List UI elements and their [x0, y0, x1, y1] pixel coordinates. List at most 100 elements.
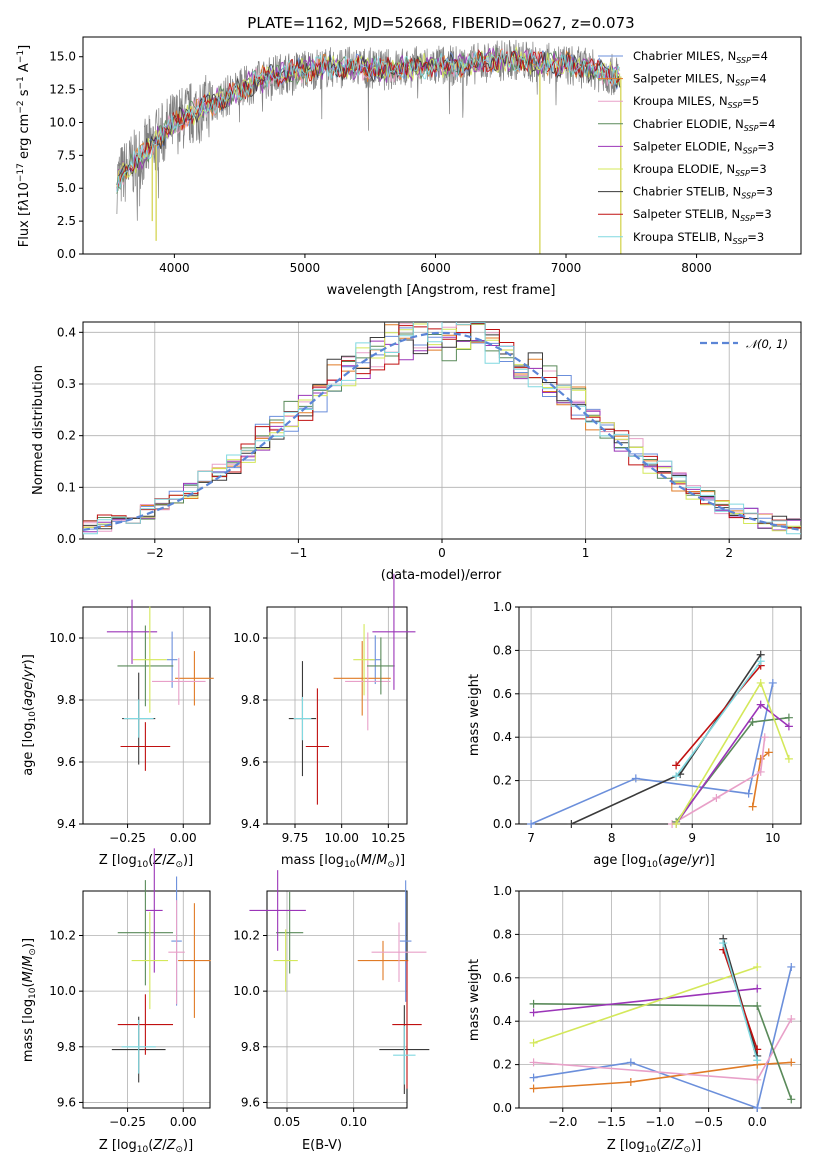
y-tick-label: 1.0 — [493, 600, 512, 614]
weight-marker — [756, 754, 765, 763]
y-tick-label: 0.1 — [57, 480, 76, 494]
y-tick-label: 0.0 — [57, 247, 76, 261]
weight-series-8 — [672, 657, 765, 781]
weight-z-marker — [753, 1075, 762, 1084]
weight-marker — [672, 820, 681, 828]
x-tick-label: 0.05 — [274, 1115, 301, 1129]
x-tick-label: 10.00 — [324, 831, 358, 845]
y-tick-label: 0.2 — [493, 774, 512, 788]
axes-frame — [266, 890, 408, 1109]
weight-age-ylabel: mass weight — [467, 674, 482, 756]
weight-age-panel: age [log10(age/yr)] mass weight 7 8 9 10 0.0… — [467, 600, 802, 870]
axes-frame — [518, 890, 802, 1109]
weight-z-marker — [529, 1084, 538, 1093]
x-tick-label: 0.0 — [748, 1115, 767, 1129]
y-tick-label: 0.0 — [57, 532, 76, 546]
weight-z-series-0 — [529, 962, 796, 1112]
mass-ebv-xlabel: E(B-V) — [302, 1138, 342, 1153]
data-point-7 — [117, 994, 174, 1055]
weight-z-xlabel: Z [log10(Z/Z⊙)] — [607, 1138, 701, 1155]
y-tick-label: 9.6 — [57, 755, 76, 769]
weight-marker — [756, 657, 765, 666]
weight-line — [675, 703, 790, 825]
weight-z-marker — [753, 1104, 762, 1112]
weight-z-series-4 — [529, 984, 762, 1017]
y-tick-label: 9.6 — [241, 755, 260, 769]
weight-marker — [760, 733, 769, 742]
y-tick-label: 0.2 — [493, 1058, 512, 1072]
x-tick-label: 2 — [725, 546, 733, 560]
x-tick-label: 0 — [438, 546, 446, 560]
y-tick-label: 9.8 — [241, 693, 260, 707]
x-tick-label: −1.5 — [597, 1115, 626, 1129]
axes-frame — [266, 606, 408, 825]
data-point-1 — [178, 903, 211, 1018]
y-tick-label: 9.6 — [241, 1095, 260, 1109]
weight-z-marker — [626, 1058, 635, 1067]
data-point-5 — [273, 929, 298, 992]
weight-marker — [748, 718, 757, 727]
y-tick-label: 10.0 — [233, 984, 260, 998]
data-point-4 — [249, 870, 306, 951]
weight-z-series-1 — [529, 1058, 796, 1093]
mass-metallicity-panel: Z [log10(Z/Z⊙)] mass [log10(M/M⊙)] −0.25… — [21, 848, 211, 1155]
weight-z-marker — [787, 1015, 796, 1024]
axes-frame — [82, 890, 211, 1109]
y-tick-label: 0.6 — [493, 971, 512, 985]
x-tick-label: −0.25 — [109, 831, 146, 845]
y-tick-label: 10.0 — [49, 631, 76, 645]
histogram-plot-area — [83, 322, 801, 535]
y-tick-label: 0.4 — [493, 1014, 512, 1028]
data-point-8 — [121, 1019, 156, 1074]
age-metallicity-panel: Z [log10(Z/Z⊙)] age [log10(age/yr)] −0.2… — [21, 599, 214, 870]
spectrum-ylabel: Flux [fλ10−17 erg cm−2 s−1 A−1] — [16, 45, 32, 247]
weight-series-0 — [527, 678, 777, 828]
weight-z-marker — [753, 984, 762, 993]
x-tick-label: 8000 — [681, 261, 712, 275]
data-point-2 — [345, 632, 391, 731]
weight-z-line — [533, 1061, 792, 1090]
histogram-ylabel: Normed distribution — [31, 365, 46, 495]
weight-age-xlabel: age [log10(age/yr)] — [593, 853, 715, 870]
data-point-2 — [168, 900, 185, 1005]
weight-z-marker — [719, 939, 728, 948]
y-tick-label: 9.8 — [57, 1040, 76, 1054]
weight-z-marker — [529, 1073, 538, 1082]
data-point-7 — [305, 688, 330, 805]
x-tick-label: −2.0 — [548, 1115, 577, 1129]
y-tick-label: 1.0 — [493, 884, 512, 898]
normal-curve — [83, 331, 801, 531]
y-tick-label: 9.4 — [241, 817, 260, 831]
legend-entry-2: Kroupa MILES, NSSP=5 — [633, 94, 759, 110]
y-tick-label: 2.5 — [57, 214, 76, 228]
y-tick-label: 10.2 — [233, 929, 260, 943]
x-tick-label: 9.75 — [282, 831, 309, 845]
y-tick-label: 9.6 — [57, 1095, 76, 1109]
x-tick-label: 7000 — [551, 261, 582, 275]
weight-z-ylabel: mass weight — [467, 959, 482, 1041]
legend-entry-8: Kroupa STELIB, NSSP=3 — [633, 230, 764, 246]
data-point-8 — [293, 696, 312, 741]
weight-marker — [756, 700, 765, 709]
spectrum-panel: PLATE=1162, MJD=52668, FIBERID=0627, z=0… — [16, 14, 802, 298]
axes-frame — [518, 606, 802, 825]
mass-z-ylabel: mass [log10(M/M⊙)] — [21, 938, 38, 1062]
weight-z-marker — [626, 1077, 635, 1086]
axes-frame — [82, 606, 211, 825]
weight-series-1 — [748, 748, 773, 811]
x-tick-label: 1 — [582, 546, 590, 560]
y-tick-label: 12.5 — [49, 83, 76, 97]
weight-marker — [631, 774, 640, 783]
data-point-2 — [371, 922, 427, 982]
spectrum-title: PLATE=1162, MJD=52668, FIBERID=0627, z=0… — [247, 14, 634, 32]
histogram-0 — [83, 322, 801, 530]
y-tick-label: 0.3 — [57, 377, 76, 391]
y-tick-label: 10.0 — [49, 115, 76, 129]
weight-z-marker — [753, 1002, 762, 1011]
weight-marker — [756, 767, 765, 776]
age-z-ylabel: age [log10(age/yr)] — [21, 654, 38, 776]
data-point-1 — [333, 641, 391, 716]
legend-entry-1: Salpeter MILES, NSSP=4 — [633, 72, 767, 88]
x-tick-label: −1.0 — [645, 1115, 674, 1129]
